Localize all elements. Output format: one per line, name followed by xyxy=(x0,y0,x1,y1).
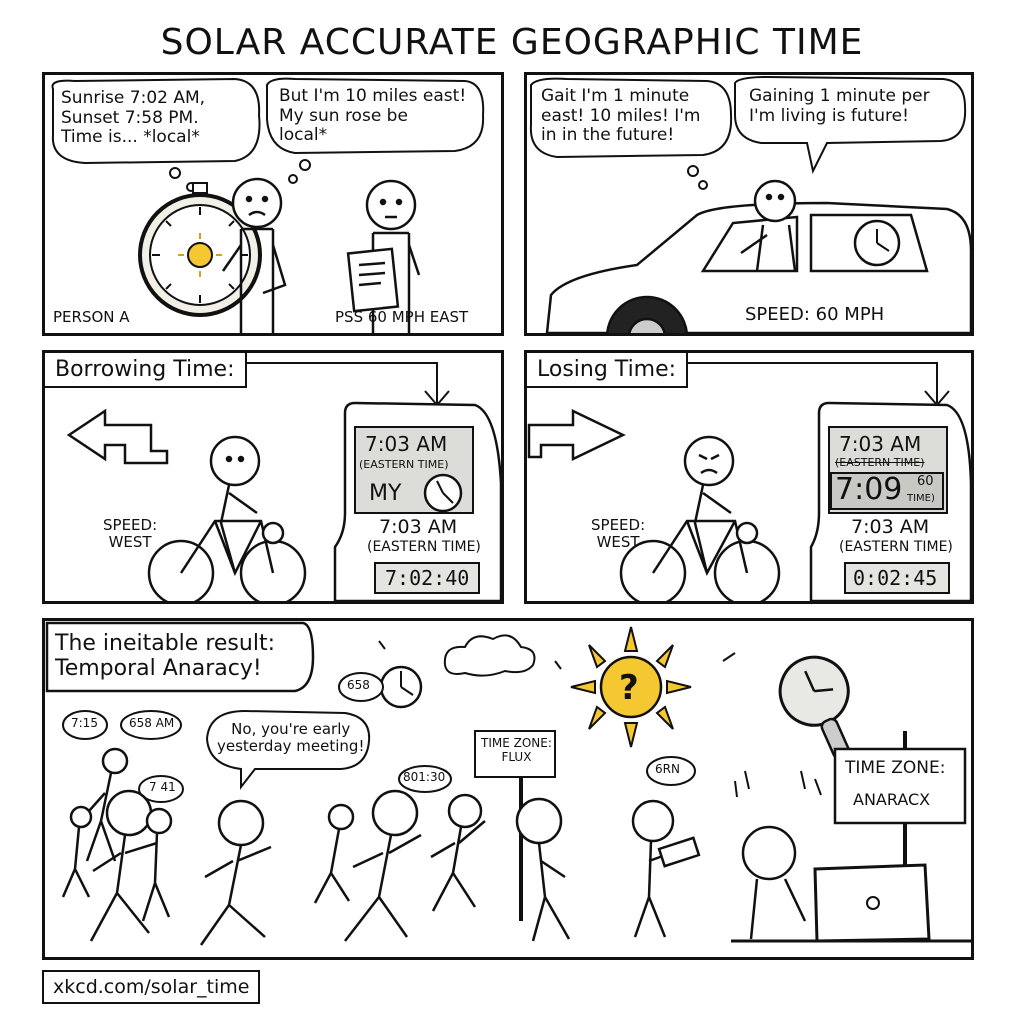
sign-anaracx: ANARACX xyxy=(853,790,931,809)
panel-5: The ineitable result: Temporal Anaracy! … xyxy=(42,618,974,960)
panel-4-drawing xyxy=(527,362,971,601)
counter-time: 0:02:45 xyxy=(853,566,938,590)
panel-3-drawing xyxy=(66,362,501,601)
display-my: MY xyxy=(369,481,402,506)
label-speed-west: SPEED: WEST xyxy=(103,516,158,552)
display-big-sup: 60 xyxy=(917,474,934,489)
computer-icon xyxy=(731,863,971,943)
display-zone: (EASTERN TIME) xyxy=(359,458,449,471)
label-east-speed: PSS 60 MPH EAST xyxy=(335,308,469,326)
sun-question-mark: ? xyxy=(619,668,639,708)
thought-ten-miles: But I'm 10 miles east! My sun rose be lo… xyxy=(279,86,467,146)
panel-5-drawing xyxy=(45,621,971,946)
wall-clock-icon xyxy=(379,665,423,709)
panel-3: Borrowing Time: SPEED: WEST 7:03 AM (EAS… xyxy=(42,350,504,604)
cyclist-figure xyxy=(619,435,781,601)
driver-figure xyxy=(740,179,797,272)
footer-url[interactable]: xkcd.com/solar_time xyxy=(42,970,261,1004)
stopwatch-icon xyxy=(138,182,262,317)
sun-icon xyxy=(570,626,692,748)
thought-sunrise: Sunrise 7:02 AM, Sunset 7:58 PM. Time is… xyxy=(61,88,206,148)
panel-2-drawing xyxy=(529,75,971,333)
bubble-658am: 658 AM xyxy=(129,716,175,730)
thought-future: Gait I'm 1 minute east! 10 miles! I'm in… xyxy=(541,86,701,146)
label-car-speed: SPEED: 60 MPH xyxy=(745,304,885,325)
panel-1: Sunrise 7:02 AM, Sunset 7:58 PM. Time is… xyxy=(42,72,504,336)
caption-temporal-anaracy: The ineitable result: Temporal Anaracy! xyxy=(55,631,275,682)
counter-time: 7:02:40 xyxy=(385,566,470,590)
sign-time-zone-flux: TIME ZONE: FLUX xyxy=(481,736,552,764)
person-b-figure xyxy=(346,179,421,333)
display-big-sub: TIME) xyxy=(907,493,935,504)
time-main: 7:03 AM xyxy=(379,516,458,538)
person-a-figure xyxy=(221,177,287,333)
bubble-741: 7 41 xyxy=(149,780,176,794)
caption-losing-time: Losing Time: xyxy=(527,353,689,388)
sign-time-zone-label: TIME ZONE: xyxy=(845,758,946,778)
bubble-715: 7:15 xyxy=(71,716,98,730)
display-clock-icon xyxy=(423,473,463,513)
cyclist-figure xyxy=(147,435,307,601)
time-main: 7:03 AM xyxy=(851,516,930,538)
display-time: 7:03 AM xyxy=(839,432,922,456)
arrow-right-icon xyxy=(527,409,626,461)
bubble-658: 658 xyxy=(347,678,370,692)
speech-gaining-minute: Gaining 1 minute per I'm living is futur… xyxy=(749,86,930,126)
bubble-6rn: 6RN xyxy=(655,762,680,776)
panel-1-drawing xyxy=(51,77,485,333)
caption-borrowing-time: Borrowing Time: xyxy=(45,353,247,388)
display-time: 7:03 AM xyxy=(365,432,448,456)
bubble-youre-early: No, you're early yesterday meeting! xyxy=(217,720,365,756)
label-speed-west: SPEED: WEST xyxy=(591,516,646,552)
panel-4: Losing Time: SPEED: WEST 7:03 AM (EASTER… xyxy=(524,350,974,604)
label-person-a: PERSON A xyxy=(53,308,130,326)
panel-2: Gait I'm 1 minute east! 10 miles! I'm in… xyxy=(524,72,974,336)
crowd-figures xyxy=(61,747,807,946)
bubble-801: 801:30 xyxy=(403,770,446,784)
dashboard-clock-icon xyxy=(853,219,901,267)
flying-clock-icon xyxy=(778,655,851,760)
comic-title: SOLAR ACCURATE GEOGRAPHIC TIME xyxy=(160,22,864,63)
display-big-time: 7:09 xyxy=(835,472,903,507)
arrow-left-icon xyxy=(66,408,169,465)
zone-main: (EASTERN TIME) xyxy=(839,539,953,555)
display-zone: (EASTERN TIME) xyxy=(835,456,925,469)
zone-main: (EASTERN TIME) xyxy=(367,539,481,555)
